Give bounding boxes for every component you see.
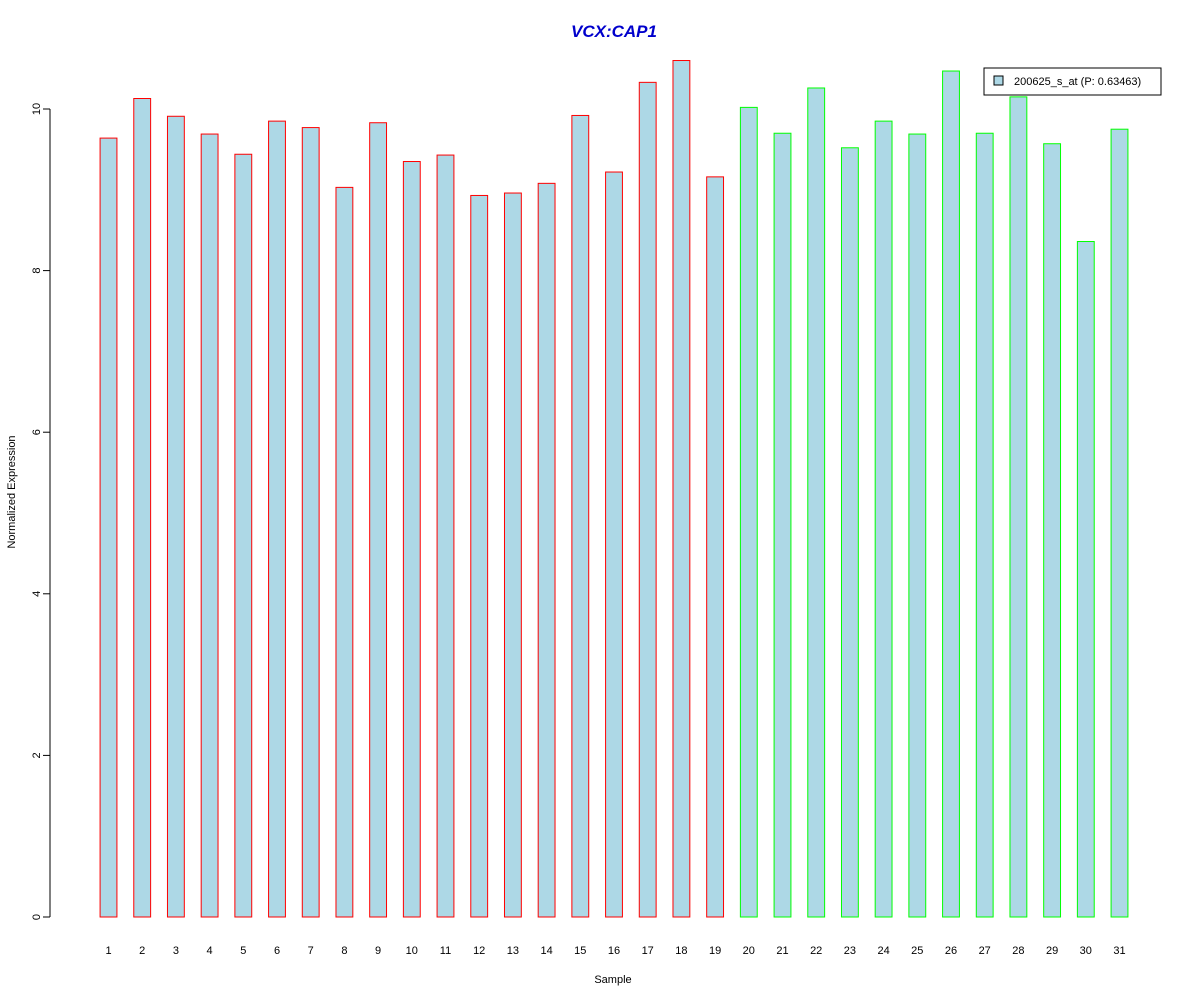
bar — [1009, 96, 1028, 918]
x-tick-label: 31 — [1113, 945, 1125, 957]
y-tick-label: 10 — [31, 103, 43, 115]
x-tick-label: 29 — [1046, 945, 1058, 957]
bar — [706, 176, 725, 918]
x-tick-label: 28 — [1012, 945, 1024, 957]
x-tick-label: 16 — [608, 945, 620, 957]
x-tick-label: 7 — [308, 945, 314, 957]
x-tick-label: 8 — [341, 945, 347, 957]
bar — [436, 154, 455, 918]
x-tick-label: 5 — [240, 945, 246, 957]
y-tick-label: 2 — [31, 752, 43, 758]
bar — [874, 120, 893, 918]
x-tick-label: 13 — [507, 945, 519, 957]
chart-title: VCX:CAP1 — [571, 22, 657, 41]
x-tick-label: 14 — [540, 945, 552, 957]
y-tick-label: 0 — [31, 914, 43, 920]
bar — [1076, 241, 1095, 918]
bar — [470, 194, 489, 918]
x-tick-label: 23 — [844, 945, 856, 957]
x-tick-label: 12 — [473, 945, 485, 957]
x-tick-label: 11 — [440, 945, 451, 957]
x-tick-label: 4 — [207, 945, 213, 957]
bar — [908, 133, 927, 918]
bar — [99, 137, 118, 918]
bar — [537, 182, 556, 918]
bar — [234, 153, 253, 918]
x-tick-label: 22 — [810, 945, 822, 957]
bar — [166, 115, 185, 918]
bar — [773, 132, 792, 918]
bar — [335, 186, 354, 918]
bar — [672, 60, 691, 918]
bar — [1110, 128, 1129, 918]
bar — [975, 132, 994, 918]
x-tick-label: 15 — [574, 945, 586, 957]
bar — [739, 106, 758, 918]
x-tick-label: 21 — [776, 945, 788, 957]
bar — [638, 81, 657, 918]
y-tick-label: 4 — [31, 591, 43, 597]
x-tick-label: 27 — [979, 945, 991, 957]
x-tick-label: 20 — [743, 945, 755, 957]
x-tick-label: 3 — [173, 945, 179, 957]
x-tick-label: 30 — [1080, 945, 1092, 957]
bar — [268, 120, 286, 918]
bars — [99, 60, 1129, 918]
x-tick-label: 18 — [675, 945, 687, 957]
x-tick-label: 26 — [945, 945, 957, 957]
bar — [503, 192, 522, 918]
y-tick-label: 6 — [31, 429, 43, 435]
bar — [942, 70, 960, 918]
x-tick-label: 17 — [642, 945, 654, 957]
bar — [571, 114, 590, 918]
legend-box — [983, 67, 1162, 96]
bar — [133, 98, 152, 918]
x-tick-label: 6 — [274, 945, 280, 957]
x-tick-label: 9 — [375, 945, 381, 957]
x-tick-label: 2 — [139, 945, 145, 957]
x-tick-labels: 1 2 3 4 5 6 7 8 9 10 11 12 13 14 15 16 17 18 19 20 21 22 23 24 2… — [105, 945, 1125, 957]
bar — [807, 87, 826, 918]
bar — [301, 127, 320, 918]
y-axis: 0 2 4 6 8 10 — [31, 103, 51, 920]
x-tick-label: 1 — [105, 945, 111, 957]
bar — [1043, 143, 1062, 918]
x-axis-label: Sample — [594, 974, 631, 986]
bar — [200, 133, 219, 918]
legend-label: 200625_s_at (P: 0.63463) — [1014, 76, 1141, 88]
bar — [402, 161, 421, 918]
y-tick-label: 8 — [31, 268, 43, 274]
legend-swatch — [993, 75, 1004, 86]
x-tick-label: 24 — [877, 945, 889, 957]
x-tick-label: 10 — [406, 945, 418, 957]
x-tick-label: 19 — [709, 945, 721, 957]
bar — [840, 147, 859, 918]
x-tick-label: 25 — [911, 945, 923, 957]
y-axis-label: Normalized Expression — [6, 435, 18, 548]
bar — [605, 171, 623, 918]
bar — [369, 122, 388, 918]
legend: 200625_s_at (P: 0.63463) — [983, 67, 1162, 96]
